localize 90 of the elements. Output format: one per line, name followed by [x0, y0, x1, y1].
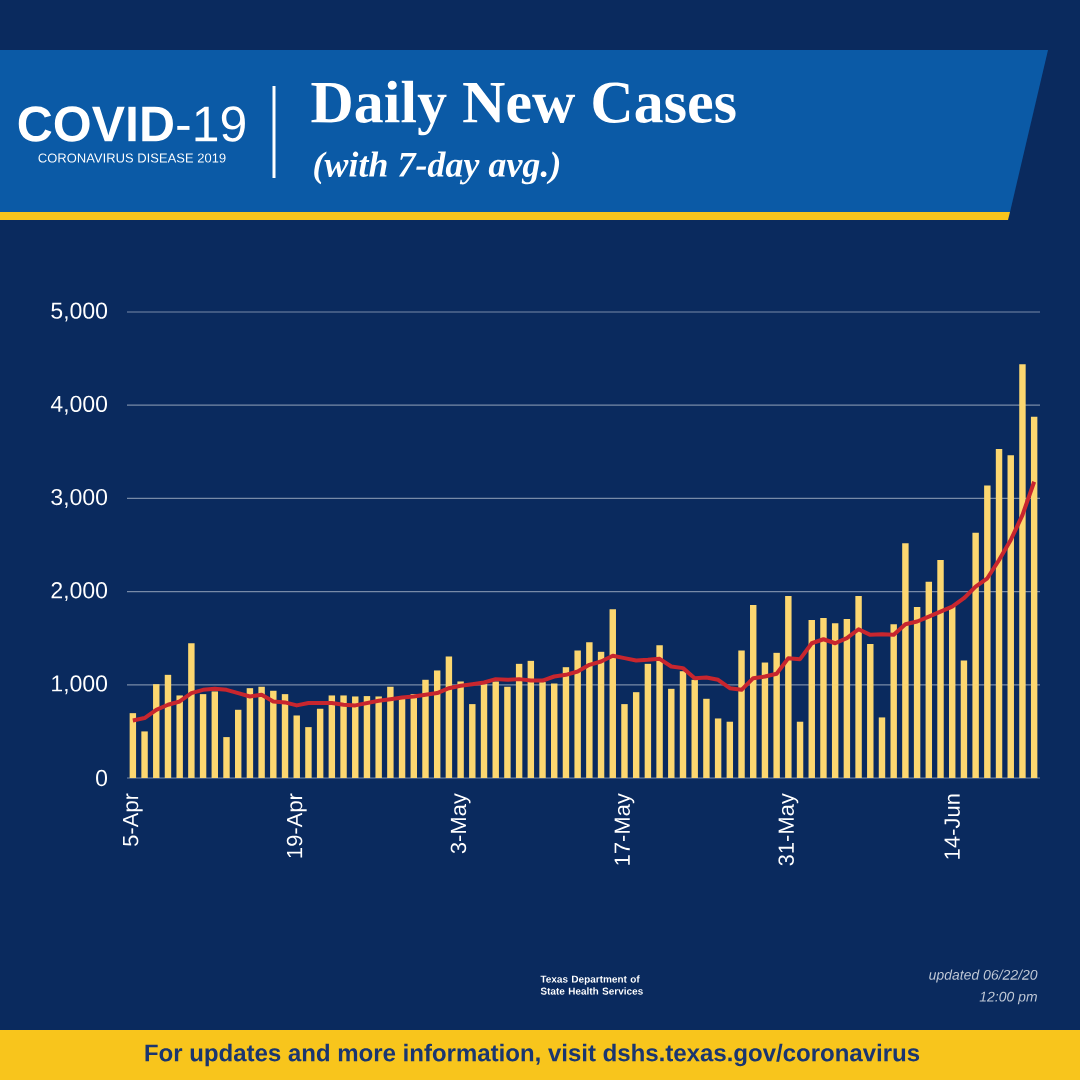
bar: [480, 684, 488, 779]
y-tick-label: 5,000: [51, 302, 108, 322]
bar: [668, 688, 675, 779]
bar: [188, 643, 195, 779]
x-tick-label: 17-May: [614, 793, 635, 865]
text: CORONAVIRUS DISEASE 2019: [38, 153, 226, 163]
bar: [726, 721, 734, 779]
bar: [925, 581, 933, 779]
bar: [586, 642, 593, 779]
bar: [305, 727, 312, 779]
y-tick-label: 3,000: [51, 488, 108, 508]
bar: [902, 543, 909, 779]
bar: [609, 609, 616, 779]
bar: [937, 560, 944, 779]
bar: [632, 692, 640, 779]
y-tick-label: 4,000: [50, 395, 108, 415]
bar: [562, 667, 570, 779]
bar: [773, 652, 780, 779]
bar: [270, 690, 277, 779]
x-tick-label: 5-Apr: [123, 793, 143, 846]
bar: [387, 686, 394, 779]
y-tick-label: 2,000: [51, 582, 108, 602]
bar: [293, 715, 300, 779]
bar: [820, 617, 827, 779]
x-tick-label: 31-May: [778, 793, 799, 866]
bar: [1007, 455, 1014, 779]
bar: [656, 645, 663, 779]
bar: [574, 650, 581, 779]
bar: [539, 682, 546, 779]
x-tick-label: 14-Jun: [944, 794, 960, 859]
text: COVID-19: [18, 106, 245, 142]
bar: [796, 721, 804, 779]
bar: [375, 696, 382, 779]
bar: [316, 708, 324, 779]
bar: [761, 662, 769, 779]
bar: [972, 532, 979, 779]
bar: [223, 737, 230, 779]
bar: [949, 606, 956, 779]
text: updated 06/22/20: [929, 969, 1038, 983]
bar: [750, 604, 757, 779]
bar: [504, 686, 511, 779]
bar: [995, 449, 1003, 779]
bar: [808, 619, 815, 779]
chart-title: Daily New Cases: [311, 80, 736, 136]
bar: [644, 663, 652, 779]
bar: [913, 606, 921, 779]
bar: [176, 695, 183, 779]
bar: [551, 683, 558, 779]
bar: [714, 718, 722, 779]
bar: [515, 663, 523, 779]
y-tick-label: 1,000: [52, 675, 108, 695]
bar: [1030, 416, 1038, 779]
bar: [867, 643, 874, 779]
chart-subtitle: (with 7-day avg.): [314, 151, 560, 185]
text: Texas Department of State Health Services: [540, 975, 643, 995]
bar: [890, 624, 897, 779]
bar: [597, 651, 605, 779]
bar: [703, 698, 710, 779]
bar: [843, 618, 851, 779]
bar: [422, 679, 429, 779]
bar: [445, 656, 453, 779]
bar: [234, 709, 242, 779]
text: For updates and more information, visit dshs.texas.gov/coronavirus: [145, 1043, 920, 1067]
bar: [831, 623, 839, 779]
bar: [199, 694, 207, 779]
bar: [129, 713, 137, 779]
bar: [738, 650, 745, 779]
x-tick-label: 3-May: [450, 793, 471, 854]
x-tick-label: 19-Apr: [286, 793, 307, 858]
bar: [211, 691, 219, 779]
bar: [258, 686, 265, 779]
text: 12:00 pm: [979, 991, 1037, 1005]
bar: [621, 704, 628, 779]
bar: [785, 595, 792, 779]
bar: [469, 704, 476, 779]
bar: [984, 485, 991, 779]
bar: [679, 671, 687, 779]
bar: [1019, 364, 1026, 779]
bar: [340, 695, 347, 779]
bar: [398, 698, 406, 779]
bar: [878, 717, 886, 779]
y-tick-label: 0: [96, 769, 108, 787]
bar: [141, 731, 148, 779]
bar: [492, 681, 499, 779]
bar: [960, 660, 968, 779]
bar: [433, 670, 441, 779]
bar: [527, 660, 535, 779]
bar: [855, 595, 862, 779]
bar: [457, 681, 464, 779]
bar: [691, 679, 698, 779]
